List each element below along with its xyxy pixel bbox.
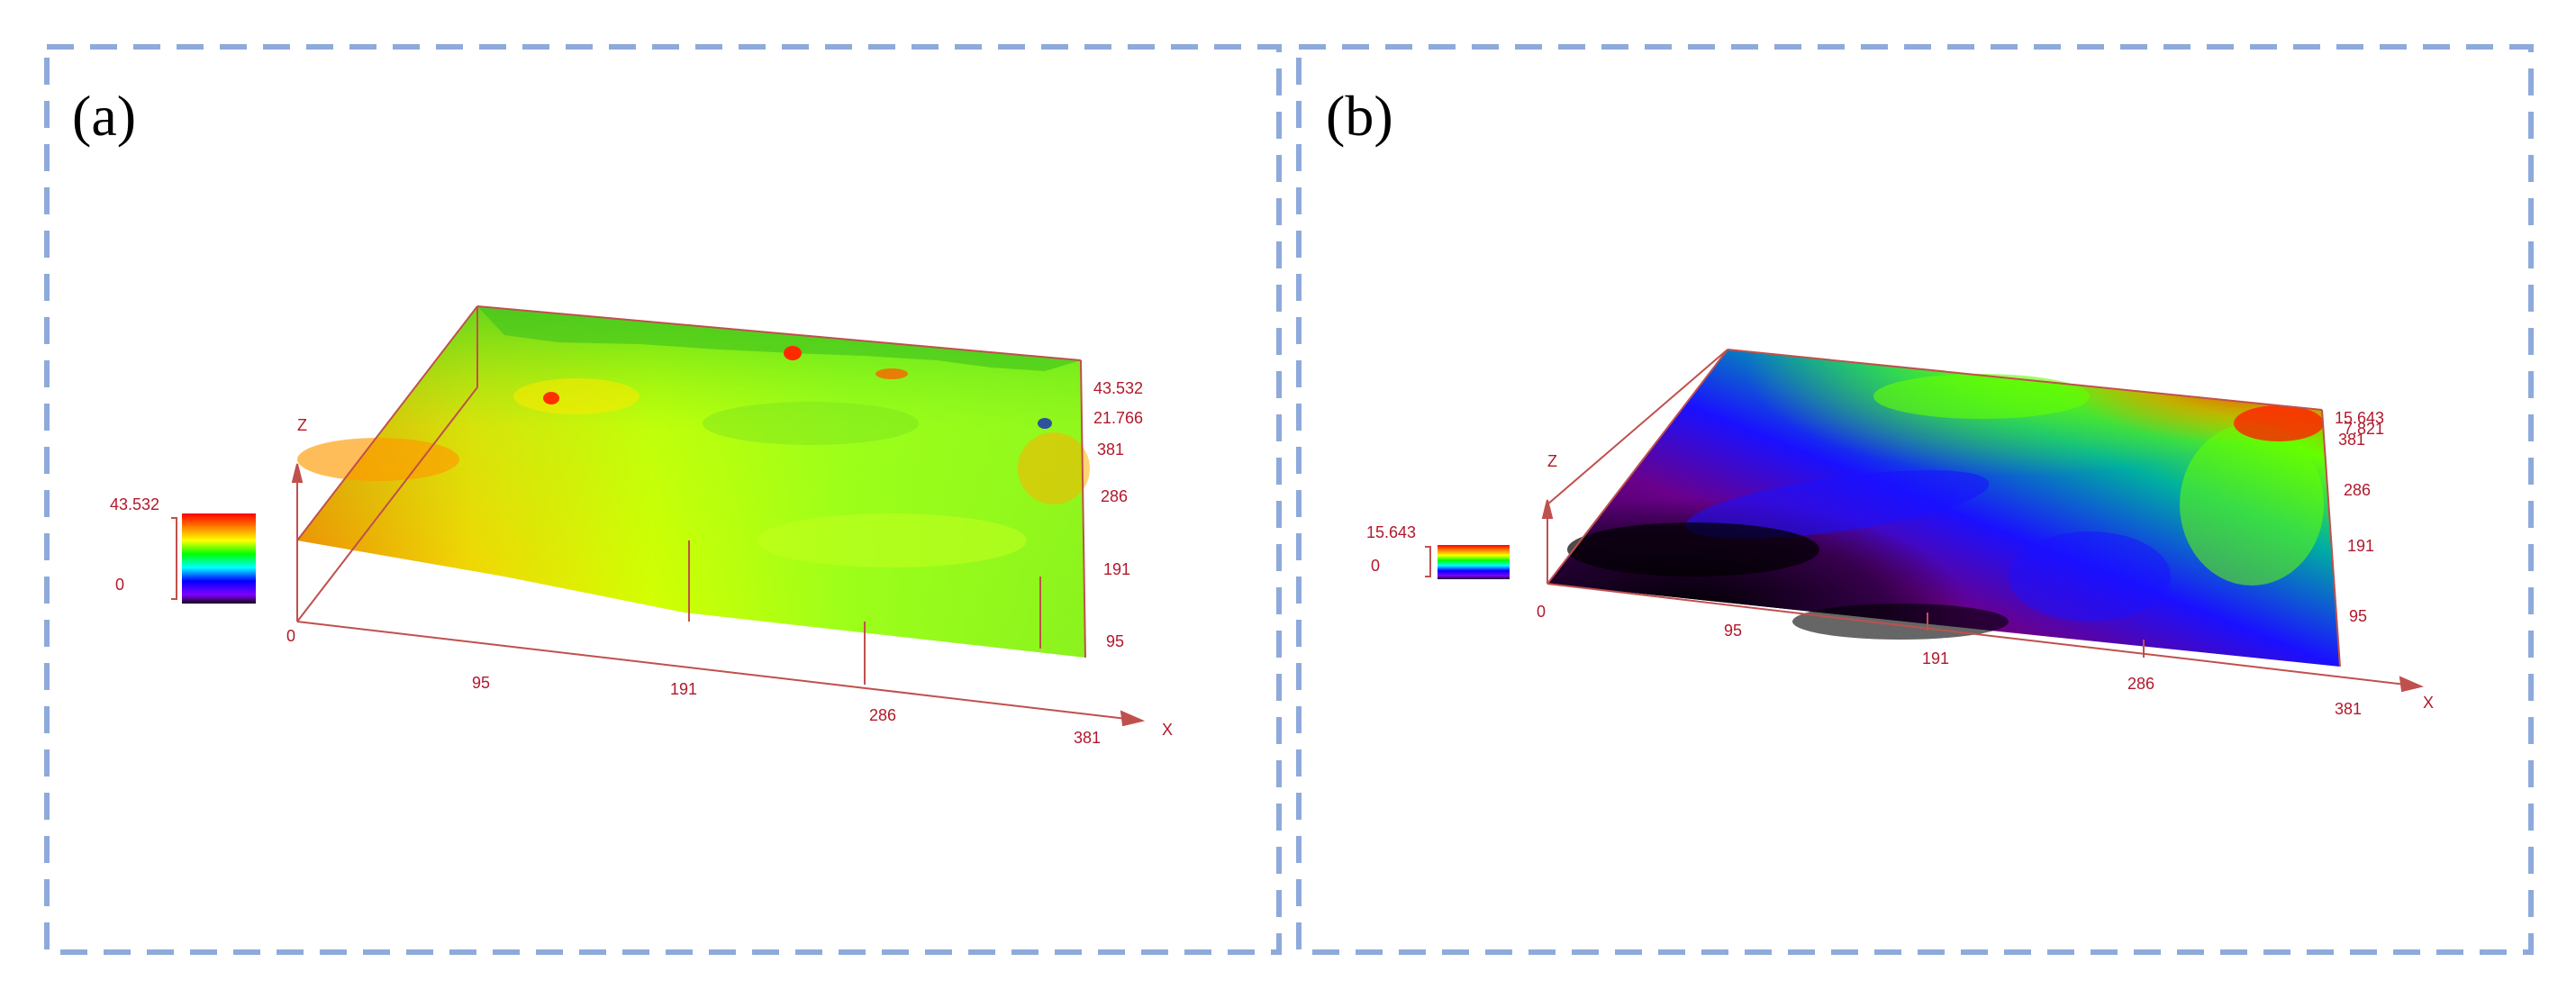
axis-x-label-b: X xyxy=(2423,694,2434,712)
z-tick-label: 43.532 xyxy=(1093,379,1143,397)
y-tick-labels-a: 95 191 286 381 xyxy=(1097,440,1130,650)
axes-b xyxy=(1541,349,2425,693)
y-tick-label: 286 xyxy=(2344,481,2371,499)
x-tick-label: 286 xyxy=(2127,675,2154,693)
axis-x-label-a: X xyxy=(1162,721,1173,739)
x-tick-label: 0 xyxy=(1537,603,1546,621)
legend-min-label: 0 xyxy=(115,576,124,594)
z-tick-labels-b: 15.643 7.821 xyxy=(2335,409,2384,438)
axis-z-label-b: Z xyxy=(1547,452,1557,470)
x-tick-label: 286 xyxy=(869,706,896,724)
x-tick-label: 381 xyxy=(1074,729,1101,747)
x-tick-label: 0 xyxy=(286,627,295,645)
x-tick-label: 191 xyxy=(670,680,697,698)
surface-b xyxy=(1547,350,2340,667)
x-tick-label: 95 xyxy=(472,674,490,692)
panel-label-a: (a) xyxy=(72,84,136,148)
x-tick-label: 95 xyxy=(1724,622,1742,640)
y-tick-label: 191 xyxy=(2347,537,2374,555)
z-tick-label: 21.766 xyxy=(1093,409,1143,427)
x-tick-labels-a: 0 95 191 286 381 xyxy=(286,627,1101,747)
panel-b: (b) 15.643 0 xyxy=(1326,84,2434,718)
axes-a xyxy=(291,305,1146,727)
y-tick-label: 95 xyxy=(2349,607,2367,625)
panel-frame-a xyxy=(44,44,1282,955)
legend-max-label: 15.643 xyxy=(1366,523,1416,541)
color-legend-b: 15.643 0 xyxy=(1366,523,1510,579)
panel-label-b: (b) xyxy=(1326,84,1393,148)
panel-frame-b xyxy=(1296,44,2534,955)
legend-bracket xyxy=(1425,546,1431,577)
y-tick-label: 381 xyxy=(1097,440,1124,459)
legend-colorbar xyxy=(182,513,256,604)
legend-colorbar xyxy=(1438,545,1510,579)
legend-max-label: 43.532 xyxy=(110,495,159,513)
axis-z-label-a: Z xyxy=(297,416,307,434)
legend-min-label: 0 xyxy=(1371,557,1380,575)
x-tick-labels-b: 0 95 191 286 381 xyxy=(1537,603,2362,718)
surface-a xyxy=(297,306,1090,658)
z-tick-labels-a: 43.532 21.766 xyxy=(1093,379,1143,427)
x-tick-label: 381 xyxy=(2335,700,2362,718)
y-tick-label: 191 xyxy=(1103,560,1130,578)
color-legend-a: 43.532 0 xyxy=(110,495,256,604)
x-tick-label: 191 xyxy=(1922,649,1949,668)
y-tick-label: 95 xyxy=(1106,632,1124,650)
panel-a: (a) 43.532 0 xyxy=(72,84,1173,747)
z-tick-label: 7.821 xyxy=(2344,420,2384,438)
legend-bracket xyxy=(171,517,177,600)
z-tick-label: 15.643 xyxy=(2335,409,2384,427)
y-tick-label: 381 xyxy=(2338,431,2365,449)
y-tick-label: 286 xyxy=(1101,487,1128,505)
y-tick-labels-b: 95 191 286 381 xyxy=(2338,431,2374,625)
